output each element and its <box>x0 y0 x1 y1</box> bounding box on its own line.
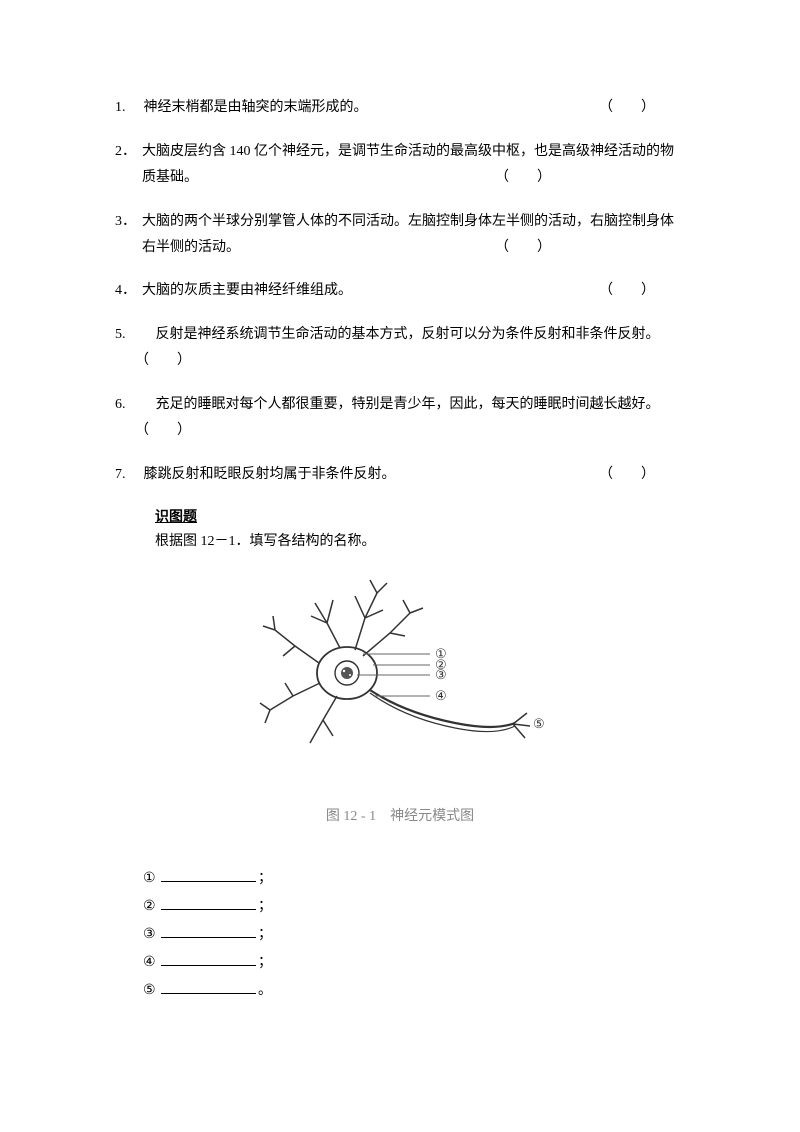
q-text: 反射是神经系统调节生命活动的基本方式，反射可以分为条件反射和非条件反射。 <box>132 322 686 348</box>
diagram-caption: 图 12 - 1 神经元模式图 <box>115 805 685 825</box>
blank-suffix: ； <box>258 921 272 949</box>
question-6: 6. 充足的睡眠对每个人都很重要，特别是青少年，因此，每天的睡眠时间越长越好。 … <box>115 392 685 444</box>
question-1: 1. 神经末梢都是由轴突的末端形成的。 （ ） <box>115 95 685 121</box>
blank-3: ③ ； <box>143 921 685 949</box>
question-3: 3． 大脑的两个半球分别掌管人体的不同活动。左脑控制身体左半侧的活动，右脑控制身… <box>115 209 685 261</box>
blank-suffix: 。 <box>258 977 272 1005</box>
q-num: 1. <box>115 95 126 121</box>
blank-input[interactable] <box>161 965 256 966</box>
blank-num: ⑤ <box>143 977 159 1005</box>
q-text: 大脑的两个半球分别掌管人体的不同活动。左脑控制身体左半侧的活动，右脑控制身体右半… <box>142 209 685 261</box>
answer-paren[interactable]: （ ） <box>599 95 655 121</box>
diagram-label-3: ③ <box>435 667 447 682</box>
q-num: 2． <box>115 139 136 165</box>
blank-suffix: ； <box>258 865 272 893</box>
blank-num: ① <box>143 865 159 893</box>
neuron-svg: ① ② ③ ④ ⑤ <box>255 568 545 793</box>
blank-suffix: ； <box>258 893 272 921</box>
q-num: 3． <box>115 209 136 235</box>
blank-4: ④ ； <box>143 949 685 977</box>
q-num: 6. <box>115 392 126 418</box>
blank-suffix: ； <box>258 949 272 977</box>
answer-paren[interactable]: （ ） <box>135 418 685 444</box>
blank-input[interactable] <box>161 993 256 994</box>
diagram-label-4: ④ <box>435 688 447 703</box>
blank-input[interactable] <box>161 909 256 910</box>
section-instruction: 根据图 12－1．填写各结构的名称。 <box>155 530 685 550</box>
blank-input[interactable] <box>161 937 256 938</box>
blank-num: ④ <box>143 949 159 977</box>
blank-2: ② ； <box>143 893 685 921</box>
blank-1: ① ； <box>143 865 685 893</box>
blank-5: ⑤ 。 <box>143 977 685 1005</box>
answer-paren[interactable]: （ ） <box>599 462 655 488</box>
q-text: 大脑皮层约含 140 亿个神经元，是调节生命活动的最高级中枢，也是高级神经活动的… <box>142 139 685 191</box>
blank-num: ③ <box>143 921 159 949</box>
question-4: 4． 大脑的灰质主要由神经纤维组成。 （ ） <box>115 278 685 304</box>
q-num: 5. <box>115 322 126 348</box>
q-num: 4． <box>115 278 136 304</box>
diagram-label-5: ⑤ <box>533 716 545 731</box>
neuron-diagram: ① ② ③ ④ ⑤ <box>115 568 685 793</box>
question-7: 7. 膝跳反射和眨眼反射均属于非条件反射。 （ ） <box>115 462 685 488</box>
blank-input[interactable] <box>161 881 256 882</box>
question-5: 5. 反射是神经系统调节生命活动的基本方式，反射可以分为条件反射和非条件反射。 … <box>115 322 685 374</box>
answer-paren[interactable]: （ ） <box>495 235 551 261</box>
answer-paren[interactable]: （ ） <box>495 165 551 191</box>
q-num: 7. <box>115 462 126 488</box>
answer-paren[interactable]: （ ） <box>135 348 685 374</box>
answer-paren[interactable]: （ ） <box>599 278 655 304</box>
blank-num: ② <box>143 893 159 921</box>
q-text: 充足的睡眠对每个人都很重要，特别是青少年，因此，每天的睡眠时间越长越好。 <box>132 392 686 418</box>
section-title: 识图题 <box>155 506 685 526</box>
answer-blanks: ① ； ② ； ③ ； ④ ； ⑤ 。 <box>143 865 685 1005</box>
question-2: 2． 大脑皮层约含 140 亿个神经元，是调节生命活动的最高级中枢，也是高级神经… <box>115 139 685 191</box>
